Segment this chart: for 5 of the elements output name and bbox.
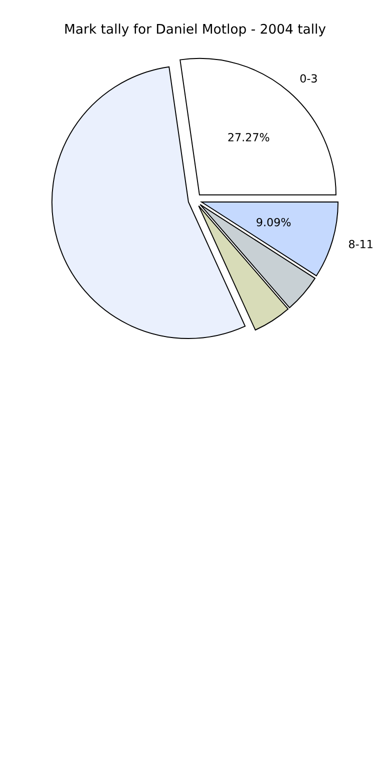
slice-label: 8-11 (348, 240, 372, 248)
chart-title: Mark tally for Daniel Motlop - 2004 tally (65, 24, 326, 36)
slice-label: 0-3 (300, 74, 317, 83)
data-label: 9.09% (256, 218, 291, 226)
data-label: 27.27% (228, 133, 270, 142)
